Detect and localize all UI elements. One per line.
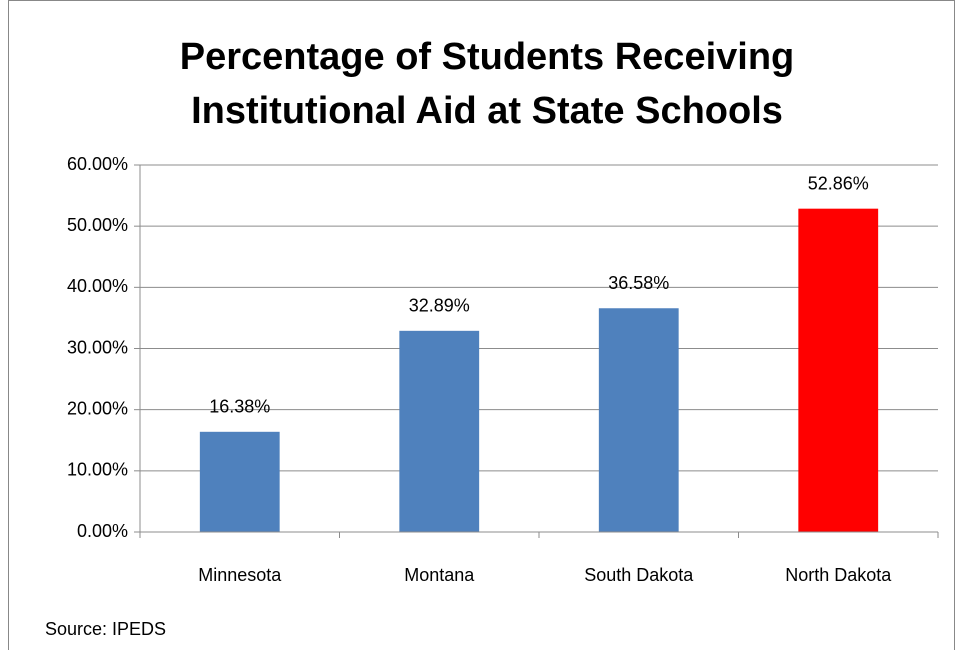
bar: [798, 208, 879, 532]
y-tick-label: 20.00%: [67, 398, 128, 418]
value-label: 32.89%: [409, 296, 470, 316]
bar: [598, 308, 679, 532]
y-tick-label: 50.00%: [67, 215, 128, 235]
chart-border: [8, 0, 955, 650]
y-tick-label: 10.00%: [67, 460, 128, 480]
y-tick-label: 40.00%: [67, 276, 128, 296]
y-tick-label: 0.00%: [77, 521, 128, 541]
bar: [199, 431, 280, 532]
x-tick-label: Montana: [404, 565, 475, 585]
bar: [399, 330, 480, 532]
value-label: 36.58%: [608, 273, 669, 293]
value-label: 16.38%: [209, 397, 270, 417]
x-tick-label: South Dakota: [584, 565, 694, 585]
chart-title: Percentage of Students Receiving Institu…: [179, 36, 795, 132]
y-tick-label: 30.00%: [67, 337, 128, 357]
x-tick-label: North Dakota: [785, 565, 892, 585]
source-note: Source: IPEDS: [45, 619, 166, 639]
value-label: 52.86%: [808, 173, 869, 193]
x-tick-label: Minnesota: [198, 565, 282, 585]
y-tick-label: 60.00%: [67, 154, 128, 174]
